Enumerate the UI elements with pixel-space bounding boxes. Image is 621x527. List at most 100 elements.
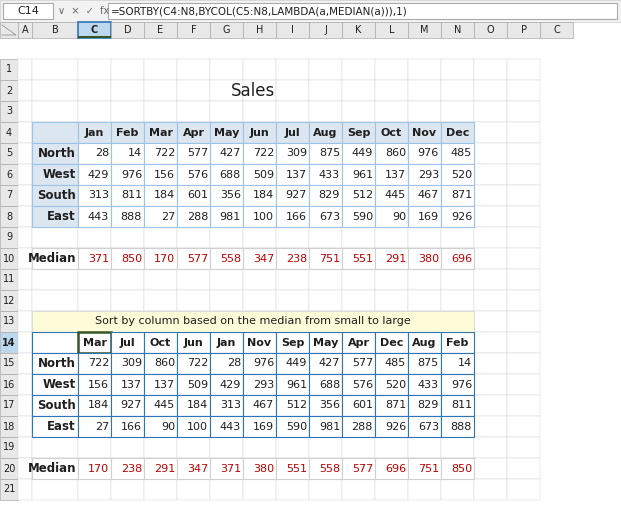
Bar	[507, 122, 540, 143]
Bar	[78, 80, 111, 101]
Bar	[32, 164, 78, 185]
Bar	[342, 332, 375, 353]
Bar	[375, 458, 408, 479]
Bar	[111, 458, 144, 479]
Bar	[375, 311, 408, 332]
Text: 12: 12	[3, 296, 15, 306]
Text: 5: 5	[6, 149, 12, 159]
Text: =SORTBY(C4:N8,BYCOL(C5:N8,LAMBDA(a,MEDIAN(a))),1): =SORTBY(C4:N8,BYCOL(C5:N8,LAMBDA(a,MEDIA…	[111, 6, 408, 16]
Bar	[144, 311, 177, 332]
Bar	[210, 164, 243, 185]
Text: 888: 888	[451, 422, 472, 432]
Bar	[474, 122, 507, 143]
Bar	[408, 458, 441, 479]
Bar	[0, 332, 18, 353]
Bar	[78, 185, 111, 206]
Text: Jun: Jun	[184, 337, 203, 347]
Bar	[507, 479, 540, 500]
Bar	[309, 332, 342, 353]
Bar	[441, 416, 474, 437]
Bar	[276, 227, 309, 248]
Bar	[210, 143, 243, 164]
Bar	[375, 80, 408, 101]
Bar	[111, 206, 144, 227]
Bar	[32, 185, 78, 206]
Text: 875: 875	[418, 358, 439, 368]
Bar	[111, 227, 144, 248]
Bar	[144, 101, 177, 122]
Text: 467: 467	[418, 190, 439, 200]
Bar	[243, 101, 276, 122]
Text: 21: 21	[3, 484, 15, 494]
Text: 380: 380	[418, 253, 439, 264]
Bar	[243, 185, 276, 206]
Text: 509: 509	[187, 379, 208, 389]
Bar	[474, 437, 507, 458]
Bar	[144, 353, 177, 374]
Bar	[441, 458, 474, 479]
Text: 926: 926	[451, 211, 472, 221]
Text: 313: 313	[88, 190, 109, 200]
Bar	[276, 395, 309, 416]
Bar	[177, 374, 210, 395]
Bar	[210, 122, 243, 143]
Bar	[32, 353, 78, 374]
Bar	[177, 143, 210, 164]
Text: 9: 9	[6, 232, 12, 242]
Bar	[276, 458, 309, 479]
Bar	[309, 353, 342, 374]
Bar	[210, 374, 243, 395]
Bar	[18, 22, 32, 38]
Text: 288: 288	[187, 211, 208, 221]
Text: M: M	[420, 25, 428, 35]
Bar	[342, 122, 375, 143]
Bar	[111, 164, 144, 185]
Bar	[18, 185, 32, 206]
Bar	[18, 206, 32, 227]
Bar	[342, 164, 375, 185]
Text: 100: 100	[187, 422, 208, 432]
Bar	[507, 458, 540, 479]
Bar	[309, 164, 342, 185]
Text: 7: 7	[6, 190, 12, 200]
Text: Nov: Nov	[412, 128, 437, 138]
Bar	[18, 353, 32, 374]
Bar	[111, 395, 144, 416]
Bar	[375, 122, 408, 143]
Text: A: A	[22, 25, 29, 35]
Bar	[111, 143, 144, 164]
Bar	[32, 206, 78, 227]
Text: 722: 722	[153, 149, 175, 159]
Bar	[18, 269, 32, 290]
Text: 371: 371	[88, 253, 109, 264]
Text: 576: 576	[352, 379, 373, 389]
Bar	[177, 332, 210, 353]
Text: 860: 860	[154, 358, 175, 368]
Bar	[441, 143, 474, 164]
Bar	[32, 395, 78, 416]
Bar	[78, 248, 111, 269]
Bar	[342, 227, 375, 248]
Text: Jan: Jan	[85, 128, 104, 138]
Bar	[78, 101, 111, 122]
Bar	[144, 290, 177, 311]
Bar	[441, 479, 474, 500]
Bar	[111, 374, 144, 395]
Bar	[441, 248, 474, 269]
Text: 137: 137	[385, 170, 406, 180]
Bar	[441, 164, 474, 185]
Text: Oct: Oct	[381, 128, 402, 138]
Bar	[342, 206, 375, 227]
Bar	[144, 164, 177, 185]
Text: Dec: Dec	[380, 337, 403, 347]
Bar	[210, 80, 243, 101]
Bar	[276, 332, 309, 353]
Bar	[276, 143, 309, 164]
Text: Median: Median	[27, 252, 76, 265]
Bar	[78, 458, 111, 479]
Bar	[309, 101, 342, 122]
Bar	[78, 269, 111, 290]
Bar	[276, 101, 309, 122]
Bar	[210, 479, 243, 500]
Bar	[210, 227, 243, 248]
